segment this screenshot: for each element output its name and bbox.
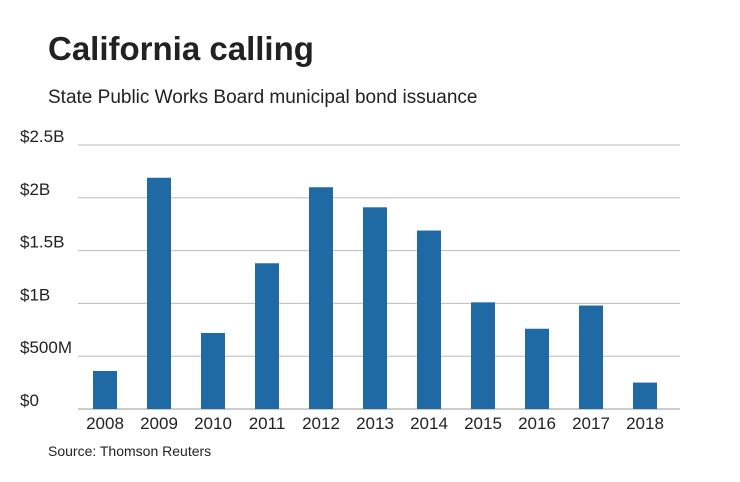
x-tick-label: 2011 — [249, 414, 286, 433]
source: Source: Thomson Reuters — [48, 443, 211, 459]
y-tick-label: $500M — [20, 338, 72, 357]
x-tick-label: 2017 — [572, 414, 610, 433]
y-tick-label: $1B — [20, 285, 50, 304]
bar — [147, 177, 171, 409]
x-tick-label: 2016 — [518, 414, 556, 433]
bar — [579, 305, 603, 409]
chart-subtitle: State Public Works Board municipal bond … — [48, 87, 478, 108]
x-tick-label: 2015 — [464, 414, 502, 433]
chart-title: California calling — [48, 30, 314, 67]
x-tick-label: 2009 — [140, 414, 178, 433]
x-tick-label: 2012 — [302, 414, 340, 433]
bar — [255, 263, 279, 409]
x-tick-label: 2008 — [86, 414, 124, 433]
y-tick-label: $2B — [20, 180, 50, 199]
x-tick-label: 2014 — [410, 414, 448, 433]
y-tick-label: $0 — [20, 391, 39, 410]
x-tick-label: 2018 — [626, 414, 664, 433]
bar — [417, 230, 441, 409]
bar — [363, 207, 387, 409]
x-tick-label: 2013 — [356, 414, 394, 433]
y-tick-label: $2.5B — [20, 127, 64, 146]
bar — [309, 187, 333, 409]
bar — [201, 332, 225, 409]
bar — [471, 302, 495, 409]
bar — [633, 382, 657, 409]
bar — [525, 328, 549, 409]
bar — [93, 370, 117, 409]
y-tick-label: $1.5B — [20, 233, 64, 252]
x-tick-label: 2010 — [194, 414, 232, 433]
